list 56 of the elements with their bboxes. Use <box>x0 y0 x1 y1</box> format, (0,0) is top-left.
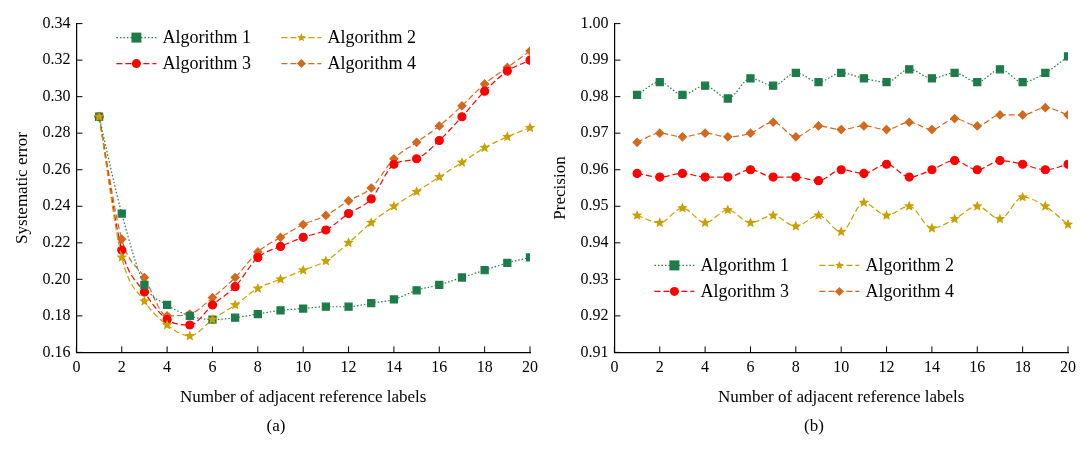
legend-label: Algorithm 3 <box>700 281 789 302</box>
legend-label: Algorithm 4 <box>865 281 954 302</box>
text: (b) <box>803 416 825 436</box>
y-tick-label: 0.97 <box>580 123 609 141</box>
x-tick-label: 6 <box>208 358 217 376</box>
x-axis-title: Number of adjacent reference labels <box>718 387 965 407</box>
legend-label: Algorithm 1 <box>700 255 789 276</box>
y-tick-label: 0.26 <box>42 159 71 177</box>
y-tick-label: 0.32 <box>42 50 71 68</box>
y-axis-title: Precision <box>549 155 569 220</box>
x-tick-label: 0 <box>610 358 619 376</box>
x-tick-label: 2 <box>655 358 664 376</box>
x-tick-label: 4 <box>163 358 172 376</box>
x-tick-label: 12 <box>878 358 895 376</box>
x-tick-label: 2 <box>117 358 126 376</box>
y-tick-label: 0.20 <box>42 269 71 287</box>
y-tick-label: 0.91 <box>580 342 609 360</box>
y-tick-label: 1.00 <box>580 13 609 31</box>
y-tick-label: 0.95 <box>580 196 609 214</box>
y-tick-label: 0.24 <box>42 196 71 214</box>
legend-label: Algorithm 4 <box>327 53 416 74</box>
x-tick-label: 0 <box>72 358 81 376</box>
x-tick-label: 18 <box>1014 358 1031 376</box>
x-tick-label: 20 <box>1060 358 1076 376</box>
x-tick-label: 4 <box>701 358 710 376</box>
legend-label: Algorithm 2 <box>865 255 954 276</box>
x-tick-label: 14 <box>385 358 402 376</box>
x-axis-title: Number of adjacent reference labels <box>180 387 427 407</box>
y-tick-label: 0.99 <box>580 50 609 68</box>
x-tick-label: 16 <box>431 358 448 376</box>
y-tick-label: 0.92 <box>580 306 609 324</box>
y-tick-label: 0.28 <box>42 123 71 141</box>
legend-label: Algorithm 3 <box>162 53 251 74</box>
y-tick-label: 0.34 <box>42 13 71 31</box>
x-tick-label: 12 <box>340 358 357 376</box>
y-tick-label: 0.98 <box>580 86 609 104</box>
y-tick-label: 0.30 <box>42 86 71 104</box>
x-tick-label: 10 <box>295 358 312 376</box>
y-tick-label: 0.93 <box>580 269 609 287</box>
y-tick-label: 0.16 <box>42 342 71 360</box>
legend-label: Algorithm 1 <box>162 27 251 48</box>
x-tick-label: 18 <box>476 358 493 376</box>
x-tick-label: 20 <box>522 358 538 376</box>
y-tick-label: 0.96 <box>580 159 609 177</box>
y-tick-label: 0.18 <box>42 306 71 324</box>
legend-label: Algorithm 2 <box>327 27 416 48</box>
y-tick-label: 0.94 <box>580 233 609 250</box>
x-tick-label: 10 <box>833 358 850 376</box>
x-tick-label: 14 <box>923 358 940 376</box>
y-tick-label: 0.22 <box>42 233 71 250</box>
x-tick-label: 8 <box>791 358 800 376</box>
text: (a) <box>265 416 287 436</box>
x-tick-label: 8 <box>253 358 262 376</box>
y-axis-title: Systematic error <box>11 131 31 244</box>
x-tick-label: 16 <box>969 358 986 376</box>
x-tick-label: 6 <box>746 358 755 376</box>
